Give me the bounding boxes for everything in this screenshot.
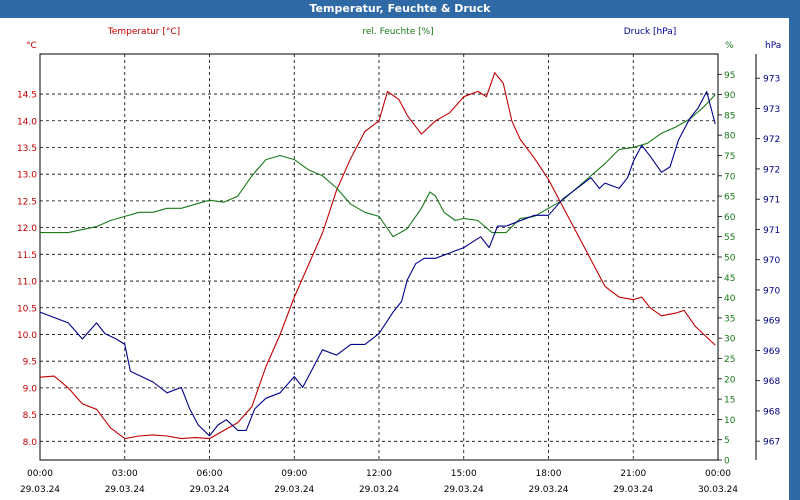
pressure-tick-label: 969 bbox=[763, 317, 780, 327]
date-tick-label: 30.03.24 bbox=[698, 485, 738, 495]
temperature-tick-label: 10.0 bbox=[17, 331, 37, 341]
humidity-tick-label: 10 bbox=[724, 416, 736, 426]
temperature-tick-label: 14.0 bbox=[17, 117, 37, 127]
temperature-tick-label: 11.5 bbox=[17, 251, 37, 261]
date-tick-label: 29.03.24 bbox=[528, 485, 568, 495]
temperature-tick-label: 11.0 bbox=[17, 278, 37, 288]
pressure-tick-label: 968 bbox=[763, 407, 780, 417]
time-tick-label: 21:00 bbox=[620, 469, 646, 479]
humidity-tick-label: 25 bbox=[724, 355, 735, 365]
humidity-tick-label: 20 bbox=[724, 375, 736, 385]
temperature-tick-label: 8.0 bbox=[23, 438, 38, 448]
time-tick-label: 12:00 bbox=[366, 469, 392, 479]
humidity-tick-label: 60 bbox=[724, 213, 736, 223]
temperature-series-line bbox=[39, 72, 716, 440]
pressure-tick-label: 973 bbox=[763, 75, 780, 85]
humidity-tick-label: 30 bbox=[724, 335, 736, 345]
humidity-tick-label: 50 bbox=[724, 254, 736, 264]
humidity-series-line bbox=[40, 94, 716, 238]
humidity-tick-label: 45 bbox=[724, 274, 735, 284]
humidity-tick-label: 55 bbox=[724, 233, 735, 243]
humidity-axis-label: rel. Feuchte [%] bbox=[362, 27, 433, 37]
humidity-tick-label: 85 bbox=[724, 111, 735, 121]
humidity-tick-label: 75 bbox=[724, 152, 735, 162]
pressure-tick-label: 971 bbox=[763, 226, 780, 236]
date-tick-label: 29.03.24 bbox=[189, 485, 229, 495]
humidity-tick-label: 35 bbox=[724, 314, 735, 324]
pressure-tick-label: 967 bbox=[763, 438, 780, 448]
date-tick-label: 29.03.24 bbox=[444, 485, 484, 495]
humidity-tick-label: 90 bbox=[724, 91, 736, 101]
time-tick-label: 09:00 bbox=[281, 469, 307, 479]
right-frame-bar bbox=[789, 18, 800, 500]
grid-lines bbox=[40, 54, 718, 460]
pressure-series-line bbox=[39, 91, 716, 437]
temperature-tick-label: 13.5 bbox=[17, 144, 37, 154]
pressure-axis: 967 968 968 969 969 970 970 971 971 972 972 973 973 bbox=[755, 54, 780, 460]
humidity-tick-label: 5 bbox=[724, 436, 730, 446]
pressure-unit: hPa bbox=[765, 41, 781, 51]
temperature-tick-label: 9.0 bbox=[23, 384, 38, 394]
time-tick-label: 15:00 bbox=[451, 469, 477, 479]
chart-title: Temperatur, Feuchte & Druck bbox=[0, 0, 800, 18]
temperature-axis-label: Temperatur [°C] bbox=[107, 27, 180, 37]
temperature-axis: 8.0 8.5 9.0 9.5 10.0 10.5 11.0 11.5 12.0 12.5 13.0… bbox=[17, 91, 37, 448]
pressure-tick-label: 973 bbox=[763, 105, 780, 115]
humidity-axis: 0 5 10 15 20 25 30 35 40 45 50 55 60 65 70 75 80 85 90 95 bbox=[718, 71, 736, 467]
humidity-tick-label: 0 bbox=[724, 457, 730, 467]
humidity-tick-label: 80 bbox=[724, 132, 736, 142]
date-tick-label: 29.03.24 bbox=[20, 485, 60, 495]
pressure-tick-label: 972 bbox=[763, 135, 780, 145]
pressure-tick-label: 970 bbox=[763, 256, 780, 266]
time-tick-label: 00:00 bbox=[705, 469, 731, 479]
pressure-tick-label: 972 bbox=[763, 165, 780, 175]
date-tick-label: 29.03.24 bbox=[105, 485, 145, 495]
time-tick-label: 06:00 bbox=[197, 469, 223, 479]
humidity-unit: % bbox=[725, 41, 734, 51]
pressure-axis-label: Druck [hPa] bbox=[624, 27, 677, 37]
temperature-tick-label: 12.5 bbox=[17, 197, 37, 207]
pressure-tick-label: 971 bbox=[763, 196, 780, 206]
pressure-tick-label: 968 bbox=[763, 377, 780, 387]
date-tick-label: 29.03.24 bbox=[274, 485, 314, 495]
temperature-tick-label: 12.0 bbox=[17, 224, 37, 234]
series-lines bbox=[39, 72, 716, 440]
time-tick-label: 03:00 bbox=[112, 469, 138, 479]
pressure-tick-label: 970 bbox=[763, 286, 780, 296]
date-tick-label: 29.03.24 bbox=[613, 485, 653, 495]
date-tick-label: 29.03.24 bbox=[359, 485, 399, 495]
temperature-tick-label: 14.5 bbox=[17, 91, 37, 101]
time-tick-label: 00:00 bbox=[27, 469, 53, 479]
time-tick-label: 18:00 bbox=[536, 469, 562, 479]
time-axis: 00:00 29.03.24 03:00 29.03.24 06:00 29.03.24 0… bbox=[20, 469, 738, 495]
humidity-tick-label: 40 bbox=[724, 294, 736, 304]
humidity-tick-label: 65 bbox=[724, 193, 735, 203]
temperature-tick-label: 10.5 bbox=[17, 304, 37, 314]
temperature-tick-label: 13.0 bbox=[17, 171, 37, 181]
temperature-tick-label: 9.5 bbox=[23, 358, 37, 368]
humidity-tick-label: 15 bbox=[724, 396, 735, 406]
humidity-tick-label: 70 bbox=[724, 172, 736, 182]
pressure-tick-label: 969 bbox=[763, 347, 780, 357]
humidity-tick-label: 95 bbox=[724, 71, 735, 81]
temperature-unit: °C bbox=[26, 41, 37, 51]
temperature-tick-label: 8.5 bbox=[23, 411, 37, 421]
